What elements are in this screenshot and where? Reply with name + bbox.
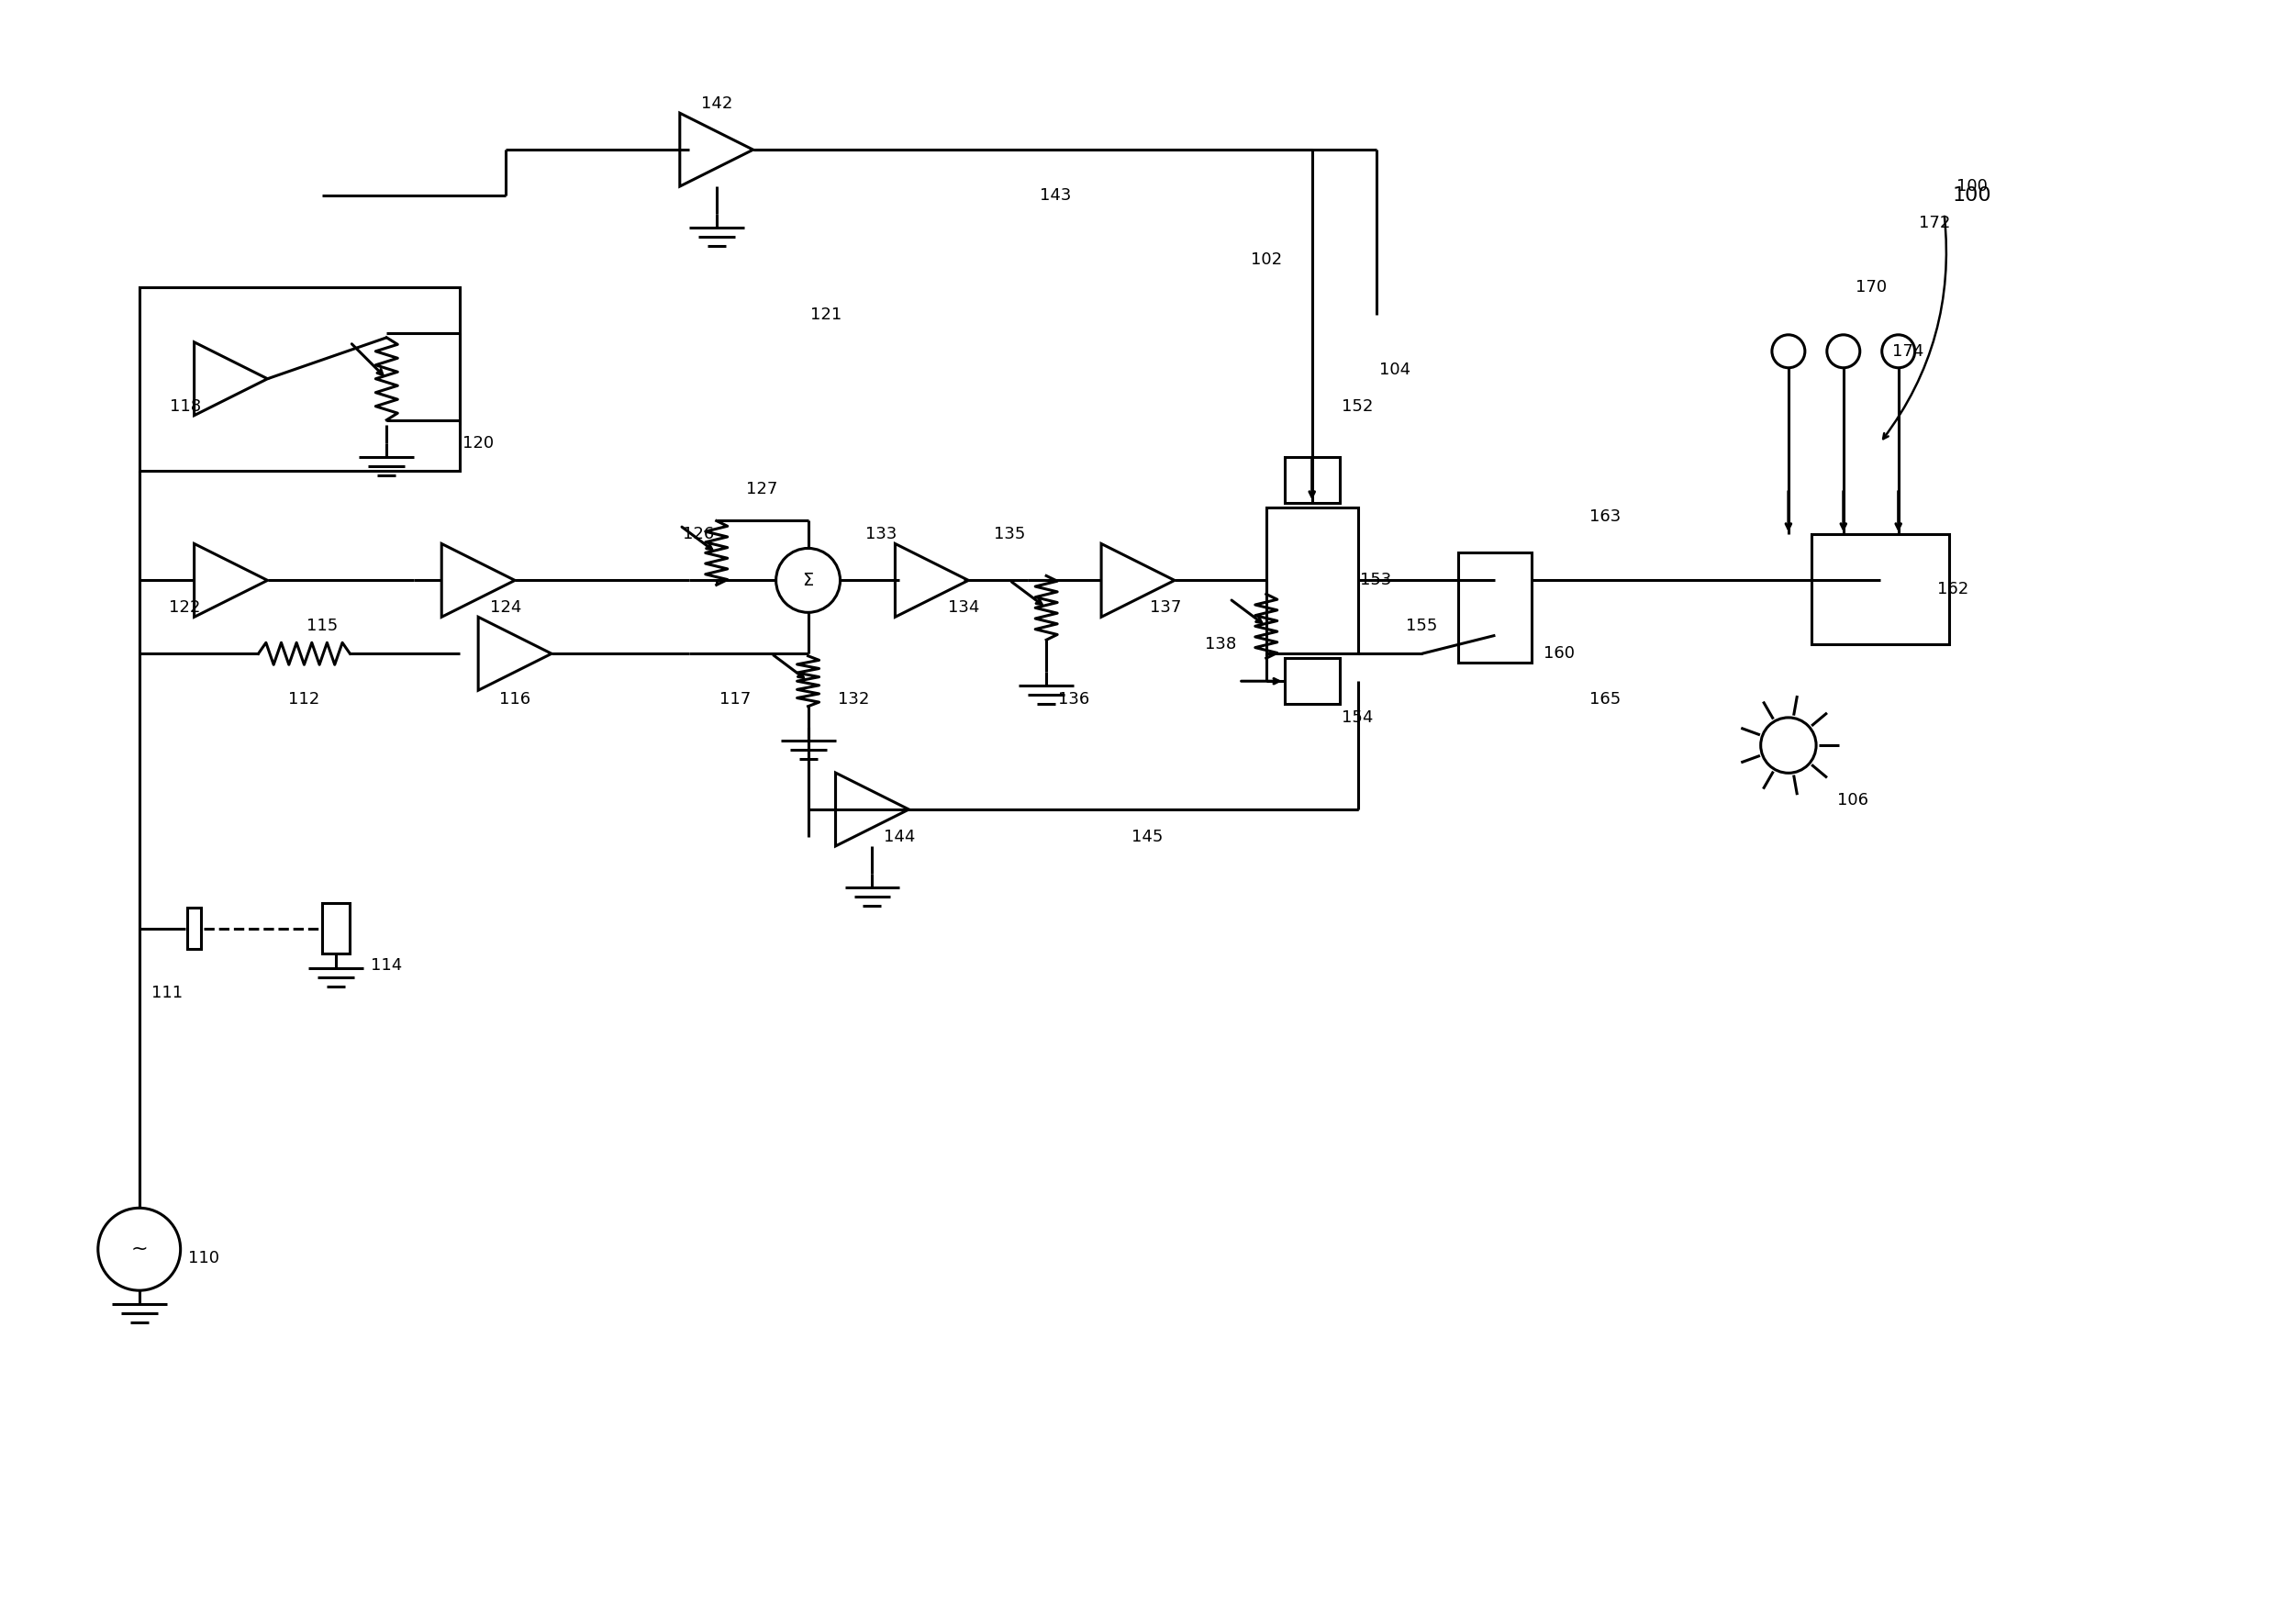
Text: 118: 118	[170, 398, 200, 414]
Bar	[1812, 535, 1949, 645]
Text: 122: 122	[170, 600, 200, 616]
Text: $\Sigma$: $\Sigma$	[801, 572, 815, 589]
Text: 172: 172	[1919, 215, 1952, 231]
Text: 170: 170	[1855, 278, 1887, 296]
Text: 104: 104	[1380, 361, 1410, 378]
Text: 121: 121	[810, 306, 843, 323]
Bar	[140, 288, 459, 471]
Text: 142: 142	[700, 95, 732, 112]
Text: 134: 134	[948, 600, 980, 616]
Text: 124: 124	[489, 600, 521, 616]
Text: 145: 145	[1132, 828, 1162, 846]
Text: 116: 116	[498, 690, 530, 708]
Text: 162: 162	[1938, 581, 1970, 598]
Text: 110: 110	[188, 1250, 218, 1266]
Text: 126: 126	[682, 526, 714, 543]
Bar	[1283, 658, 1339, 703]
Text: 102: 102	[1251, 251, 1281, 268]
Text: 155: 155	[1405, 618, 1437, 634]
Text: 163: 163	[1589, 508, 1621, 524]
Text: 133: 133	[866, 526, 898, 543]
Text: 152: 152	[1343, 398, 1373, 414]
Text: 154: 154	[1343, 710, 1373, 726]
Text: 165: 165	[1589, 690, 1621, 708]
Text: 114: 114	[372, 957, 402, 973]
Bar	[188, 907, 202, 949]
Text: 100: 100	[1956, 178, 1988, 194]
Text: 127: 127	[746, 480, 778, 496]
Text: 100: 100	[1952, 186, 1991, 205]
Bar	[1458, 553, 1531, 663]
Text: ~: ~	[131, 1240, 147, 1258]
Text: 153: 153	[1359, 572, 1391, 589]
Text: 137: 137	[1150, 600, 1180, 616]
Text: 138: 138	[1205, 635, 1235, 653]
Text: 115: 115	[308, 618, 338, 634]
Bar	[1283, 456, 1339, 503]
Text: 135: 135	[994, 526, 1026, 543]
Text: 174: 174	[1892, 343, 1924, 359]
Text: 132: 132	[838, 690, 870, 708]
Text: 144: 144	[884, 828, 916, 846]
Text: 117: 117	[719, 690, 751, 708]
Text: 120: 120	[461, 435, 494, 451]
Text: 112: 112	[289, 690, 319, 708]
Bar	[1265, 508, 1357, 653]
Text: 111: 111	[152, 985, 181, 1001]
Text: 106: 106	[1837, 792, 1869, 808]
Text: 143: 143	[1040, 188, 1072, 204]
Bar	[321, 904, 349, 954]
Text: 160: 160	[1543, 645, 1575, 661]
Text: 136: 136	[1058, 690, 1091, 708]
